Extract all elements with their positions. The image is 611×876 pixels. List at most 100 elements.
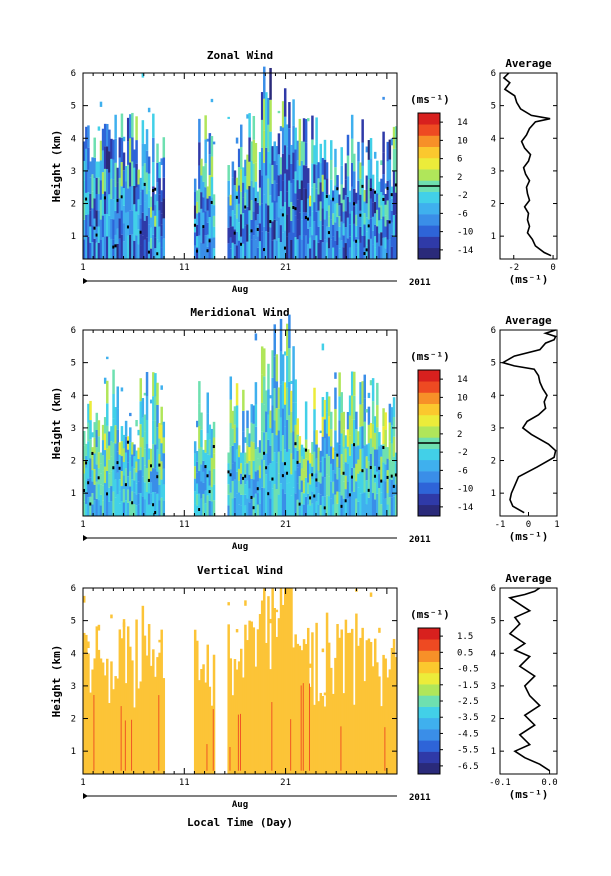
average-y-tick-label: 6 xyxy=(491,584,496,594)
field-cell xyxy=(386,481,390,494)
field-cell xyxy=(242,228,245,244)
field-cell xyxy=(390,647,394,774)
contour-fragment xyxy=(147,478,150,482)
field-cell xyxy=(359,242,362,259)
field-cell xyxy=(210,501,214,516)
field-cell xyxy=(254,666,258,774)
field-cell xyxy=(367,239,371,259)
field-cell xyxy=(101,172,105,194)
field-cell xyxy=(367,424,371,444)
field-cell xyxy=(336,442,339,455)
field-cell xyxy=(156,449,159,472)
field-cell xyxy=(292,152,295,180)
field-cell xyxy=(83,180,86,201)
field-cell xyxy=(91,157,94,175)
field-cell xyxy=(103,483,107,500)
field-cell xyxy=(344,227,348,244)
average-y-tick-label: 1 xyxy=(491,232,496,242)
field-cell xyxy=(373,432,377,450)
field-cell xyxy=(319,494,323,506)
field-cell xyxy=(160,424,163,444)
field-cell xyxy=(246,445,249,464)
field-cell xyxy=(357,445,360,460)
field-cell xyxy=(254,142,258,163)
field-speck xyxy=(367,392,371,399)
field-cell xyxy=(137,199,140,215)
field-cell xyxy=(248,460,251,475)
field-cell xyxy=(388,139,392,160)
field-cell xyxy=(283,449,287,472)
field-cell xyxy=(110,138,113,159)
field-cell xyxy=(248,433,251,448)
field-cell xyxy=(384,248,387,259)
field-cell xyxy=(87,459,90,479)
field-cell xyxy=(342,235,346,248)
field-cell xyxy=(131,503,134,516)
colorbar-tick-label: -10 xyxy=(457,485,473,495)
field-cell xyxy=(302,212,306,236)
field-cell xyxy=(321,242,325,259)
field-cell xyxy=(120,186,124,211)
field-cell xyxy=(330,159,333,180)
colorbar-segment xyxy=(418,370,440,382)
field-cell xyxy=(83,430,86,446)
field-cell xyxy=(267,414,270,440)
field-speck xyxy=(246,114,249,119)
field-cell xyxy=(149,482,153,494)
average-profile-line xyxy=(507,587,551,772)
field-cell xyxy=(231,695,235,774)
field-cell xyxy=(97,177,101,195)
field-cell xyxy=(369,469,373,485)
field-cell xyxy=(108,172,111,195)
field-cell xyxy=(338,215,341,227)
field-cell xyxy=(288,154,291,181)
colorbar-segment xyxy=(418,202,440,215)
colorbar-segment xyxy=(418,157,440,170)
field-cell xyxy=(290,239,293,259)
field-cell xyxy=(294,470,297,494)
field-cell xyxy=(298,476,302,490)
contour-fragment xyxy=(378,466,381,470)
field-cell xyxy=(95,481,99,499)
field-cell xyxy=(103,123,107,147)
field-cell xyxy=(384,481,387,499)
field-speck xyxy=(235,629,239,633)
contour-fragment xyxy=(353,202,356,206)
field-cell xyxy=(367,638,371,774)
average-x-label: (ms⁻¹) xyxy=(509,530,549,543)
field-cell xyxy=(283,471,287,494)
field-cell xyxy=(286,191,289,215)
average-x-tick-label: 1 xyxy=(554,520,559,530)
colorbar-segment xyxy=(418,471,440,483)
field-cell xyxy=(321,397,325,417)
field-cell xyxy=(152,186,155,211)
field-cell xyxy=(275,202,279,222)
contour-fragment xyxy=(315,478,318,482)
field-cell xyxy=(233,229,237,245)
field-cell xyxy=(273,324,276,357)
field-cell xyxy=(359,404,362,427)
field-cell xyxy=(288,415,291,449)
field-cell xyxy=(369,158,373,179)
field-cell xyxy=(371,244,375,259)
field-cell xyxy=(196,505,199,516)
field-cell xyxy=(131,161,134,186)
field-cell xyxy=(198,118,201,143)
field-cell xyxy=(97,242,101,259)
field-cell xyxy=(106,168,109,192)
field-cell xyxy=(240,494,243,506)
average-y-tick-label: 4 xyxy=(491,391,496,401)
field-cell xyxy=(106,470,109,494)
field-cell xyxy=(265,147,268,176)
field-cell xyxy=(273,219,276,240)
field-cell xyxy=(112,467,115,492)
field-cell xyxy=(263,376,266,405)
field-cell xyxy=(269,67,272,100)
field-cell xyxy=(133,707,136,774)
field-cell xyxy=(154,492,157,516)
field-cell xyxy=(112,179,115,200)
field-cell xyxy=(110,238,113,259)
field-cell xyxy=(231,194,235,211)
field-cell xyxy=(263,588,266,774)
field-cell xyxy=(357,200,360,220)
